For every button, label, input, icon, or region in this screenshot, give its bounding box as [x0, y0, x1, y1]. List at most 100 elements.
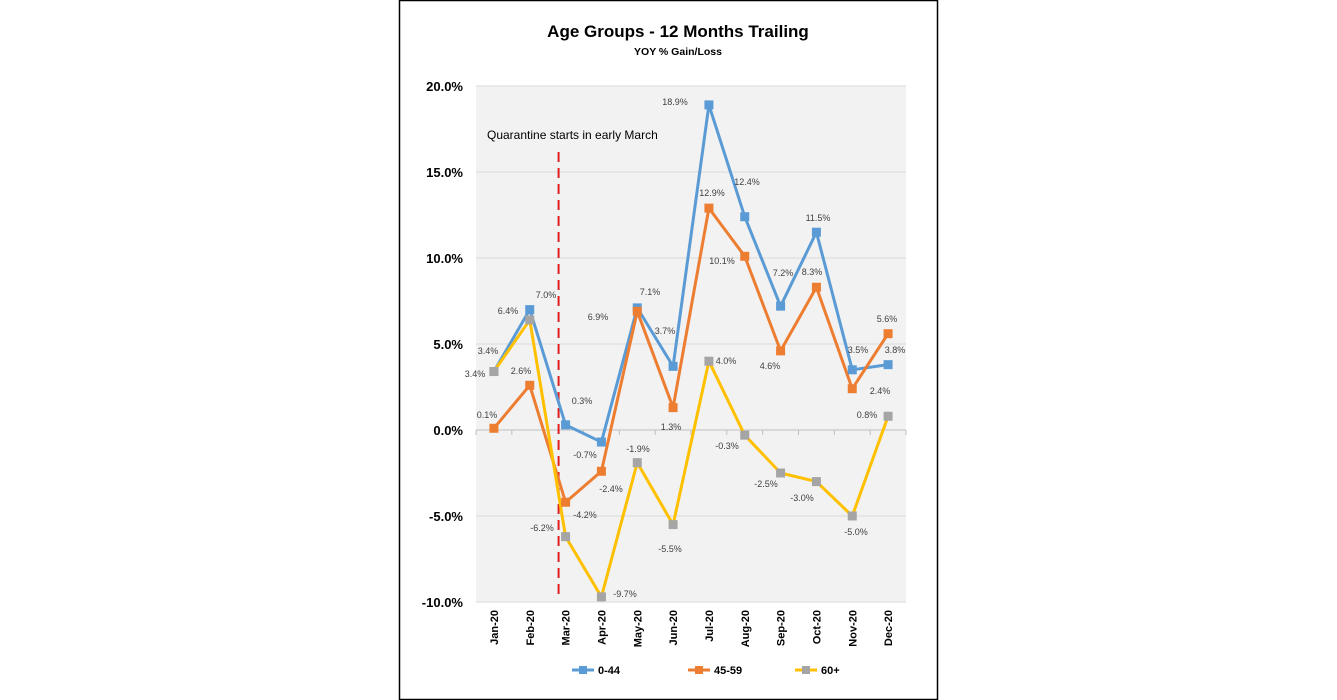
data-label: 4.6% [760, 361, 781, 371]
data-label: -1.9% [626, 444, 650, 454]
data-label: 6.9% [588, 312, 609, 322]
data-label: -9.7% [613, 589, 637, 599]
data-point [811, 477, 821, 487]
data-label: 3.7% [655, 326, 676, 336]
data-label: 12.9% [699, 188, 725, 198]
legend-marker [579, 666, 587, 674]
data-point [561, 497, 571, 507]
data-label: -0.3% [715, 441, 739, 451]
data-label: 2.6% [511, 366, 532, 376]
data-point [632, 306, 642, 316]
data-point [561, 420, 571, 430]
annotation-text: Quarantine starts in early March [487, 128, 658, 142]
x-tick-label: May-20 [632, 610, 644, 647]
legend-marker [695, 666, 703, 674]
x-tick-label: Nov-20 [847, 610, 859, 647]
data-label: -4.2% [573, 510, 597, 520]
data-point [847, 365, 857, 375]
data-point [740, 212, 750, 222]
data-label: 7.2% [773, 268, 794, 278]
series-line-45-59 [492, 206, 890, 504]
data-label: -0.7% [573, 450, 597, 460]
data-point [525, 305, 535, 315]
data-point [811, 282, 821, 292]
data-point [596, 466, 606, 476]
data-label: 3.4% [478, 346, 499, 356]
data-point [811, 227, 821, 237]
data-point [740, 251, 750, 261]
x-tick-label: Mar-20 [561, 610, 573, 645]
legend-label: 0-44 [598, 665, 621, 677]
data-point [489, 423, 499, 433]
data-point [596, 437, 606, 447]
y-tick-label: 20.0% [426, 79, 463, 94]
data-point [847, 511, 857, 521]
chart-title: Age Groups - 12 Months Trailing [547, 22, 809, 41]
data-label: 5.6% [877, 314, 898, 324]
data-point [883, 360, 893, 370]
series-line-0-44 [492, 103, 889, 444]
y-tick-label: -10.0% [422, 595, 464, 610]
data-point [883, 411, 893, 421]
legend-label: 45-59 [714, 665, 742, 677]
x-tick-label: Jan-20 [489, 610, 501, 645]
y-tick-label: 10.0% [426, 251, 463, 266]
data-label: 11.5% [806, 213, 831, 223]
data-label: 0.3% [572, 396, 593, 406]
legend-label: 60+ [821, 665, 840, 677]
data-label: 6.4% [498, 306, 519, 316]
data-point [704, 356, 714, 366]
y-tick-label: -5.0% [429, 509, 463, 524]
data-point [668, 361, 678, 371]
series-line-60+ [492, 318, 890, 599]
x-tick-label: Sep-20 [776, 610, 788, 646]
data-label: 2.4% [870, 386, 891, 396]
data-label: 4.0% [716, 356, 737, 366]
data-label: 3.5% [848, 345, 869, 355]
data-label: -2.4% [599, 484, 623, 494]
data-label: 8.3% [802, 267, 823, 277]
data-label: 7.1% [640, 287, 661, 297]
x-tick-label: Dec-20 [883, 610, 895, 646]
data-label: 12.4% [734, 177, 760, 187]
legend-marker [802, 666, 810, 674]
chart-subtitle: YOY % Gain/Loss [634, 46, 722, 58]
data-point [561, 532, 571, 542]
data-point [883, 329, 893, 339]
data-point [668, 403, 678, 413]
data-label: 0.8% [857, 410, 878, 420]
x-tick-label: Apr-20 [596, 610, 608, 645]
y-tick-label: 15.0% [426, 165, 463, 180]
data-label: -2.5% [754, 479, 778, 489]
x-tick-label: Aug-20 [740, 610, 752, 647]
data-point [776, 301, 786, 311]
data-label: -3.0% [790, 493, 814, 503]
x-tick-label: Feb-20 [525, 610, 537, 645]
data-label: 3.8% [885, 345, 906, 355]
data-label: 18.9% [662, 97, 688, 107]
x-tick-label: Jun-20 [668, 610, 680, 645]
data-point [704, 203, 714, 213]
data-label: 3.4% [465, 369, 486, 379]
data-point [668, 520, 678, 530]
data-point [740, 430, 750, 440]
data-point [847, 384, 857, 394]
data-label: 10.1% [709, 256, 735, 266]
y-tick-label: 0.0% [433, 423, 463, 438]
data-point [596, 592, 606, 602]
data-point [704, 100, 714, 110]
data-point [632, 458, 642, 468]
data-label: -6.2% [530, 523, 554, 533]
x-tick-label: Oct-20 [811, 610, 823, 644]
data-label: 1.3% [661, 422, 682, 432]
data-point [525, 380, 535, 390]
data-label: 7.0% [536, 290, 557, 300]
data-label: -5.5% [658, 544, 682, 554]
data-point [525, 315, 535, 325]
data-label: -5.0% [844, 527, 868, 537]
data-point [776, 346, 786, 356]
data-point [489, 367, 499, 377]
x-tick-label: Jul-20 [704, 610, 716, 642]
data-label: 0.1% [477, 410, 498, 420]
